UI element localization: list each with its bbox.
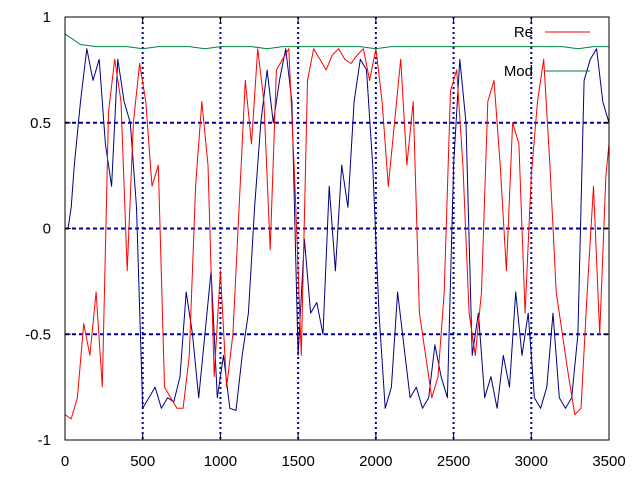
x-tick-label: 1000 xyxy=(204,453,237,470)
legend-label-re: Re xyxy=(514,24,533,41)
axis-ticks: 0 500 1000 1500 2000 2500 3000 3500 1 0.5 0 -0.5 -1 xyxy=(25,9,626,470)
y-tick-label: 0 xyxy=(43,221,51,238)
x-tick-label: 1500 xyxy=(281,453,314,470)
x-tick-label: 3500 xyxy=(592,453,625,470)
x-tick-label: 2000 xyxy=(359,453,392,470)
legend-label-mod: Mod xyxy=(504,63,533,80)
y-tick-label: 0.5 xyxy=(30,115,51,132)
x-tick-label: 2500 xyxy=(437,453,470,470)
y-tick-label: -1 xyxy=(38,432,51,449)
series-re-line xyxy=(64,48,610,420)
x-tick-label: 3000 xyxy=(515,453,548,470)
series-mod-line xyxy=(64,33,609,50)
y-tick-label: -0.5 xyxy=(25,326,51,343)
x-tick-label: 0 xyxy=(61,453,69,470)
y-tick-label: 1 xyxy=(43,9,51,26)
grid-lines xyxy=(65,17,609,440)
series-unlabeled-line xyxy=(65,48,610,411)
legend: Re Mod xyxy=(504,24,590,80)
x-tick-label: 500 xyxy=(130,453,155,470)
series-layer xyxy=(64,33,610,420)
